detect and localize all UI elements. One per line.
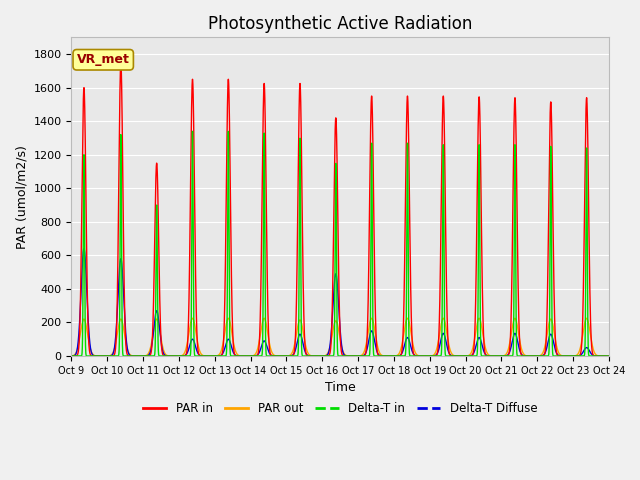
Legend: PAR in, PAR out, Delta-T in, Delta-T Diffuse: PAR in, PAR out, Delta-T in, Delta-T Dif… — [138, 398, 542, 420]
X-axis label: Time: Time — [324, 381, 355, 394]
Y-axis label: PAR (umol/m2/s): PAR (umol/m2/s) — [15, 145, 28, 249]
Title: Photosynthetic Active Radiation: Photosynthetic Active Radiation — [208, 15, 472, 33]
Text: VR_met: VR_met — [77, 53, 130, 66]
